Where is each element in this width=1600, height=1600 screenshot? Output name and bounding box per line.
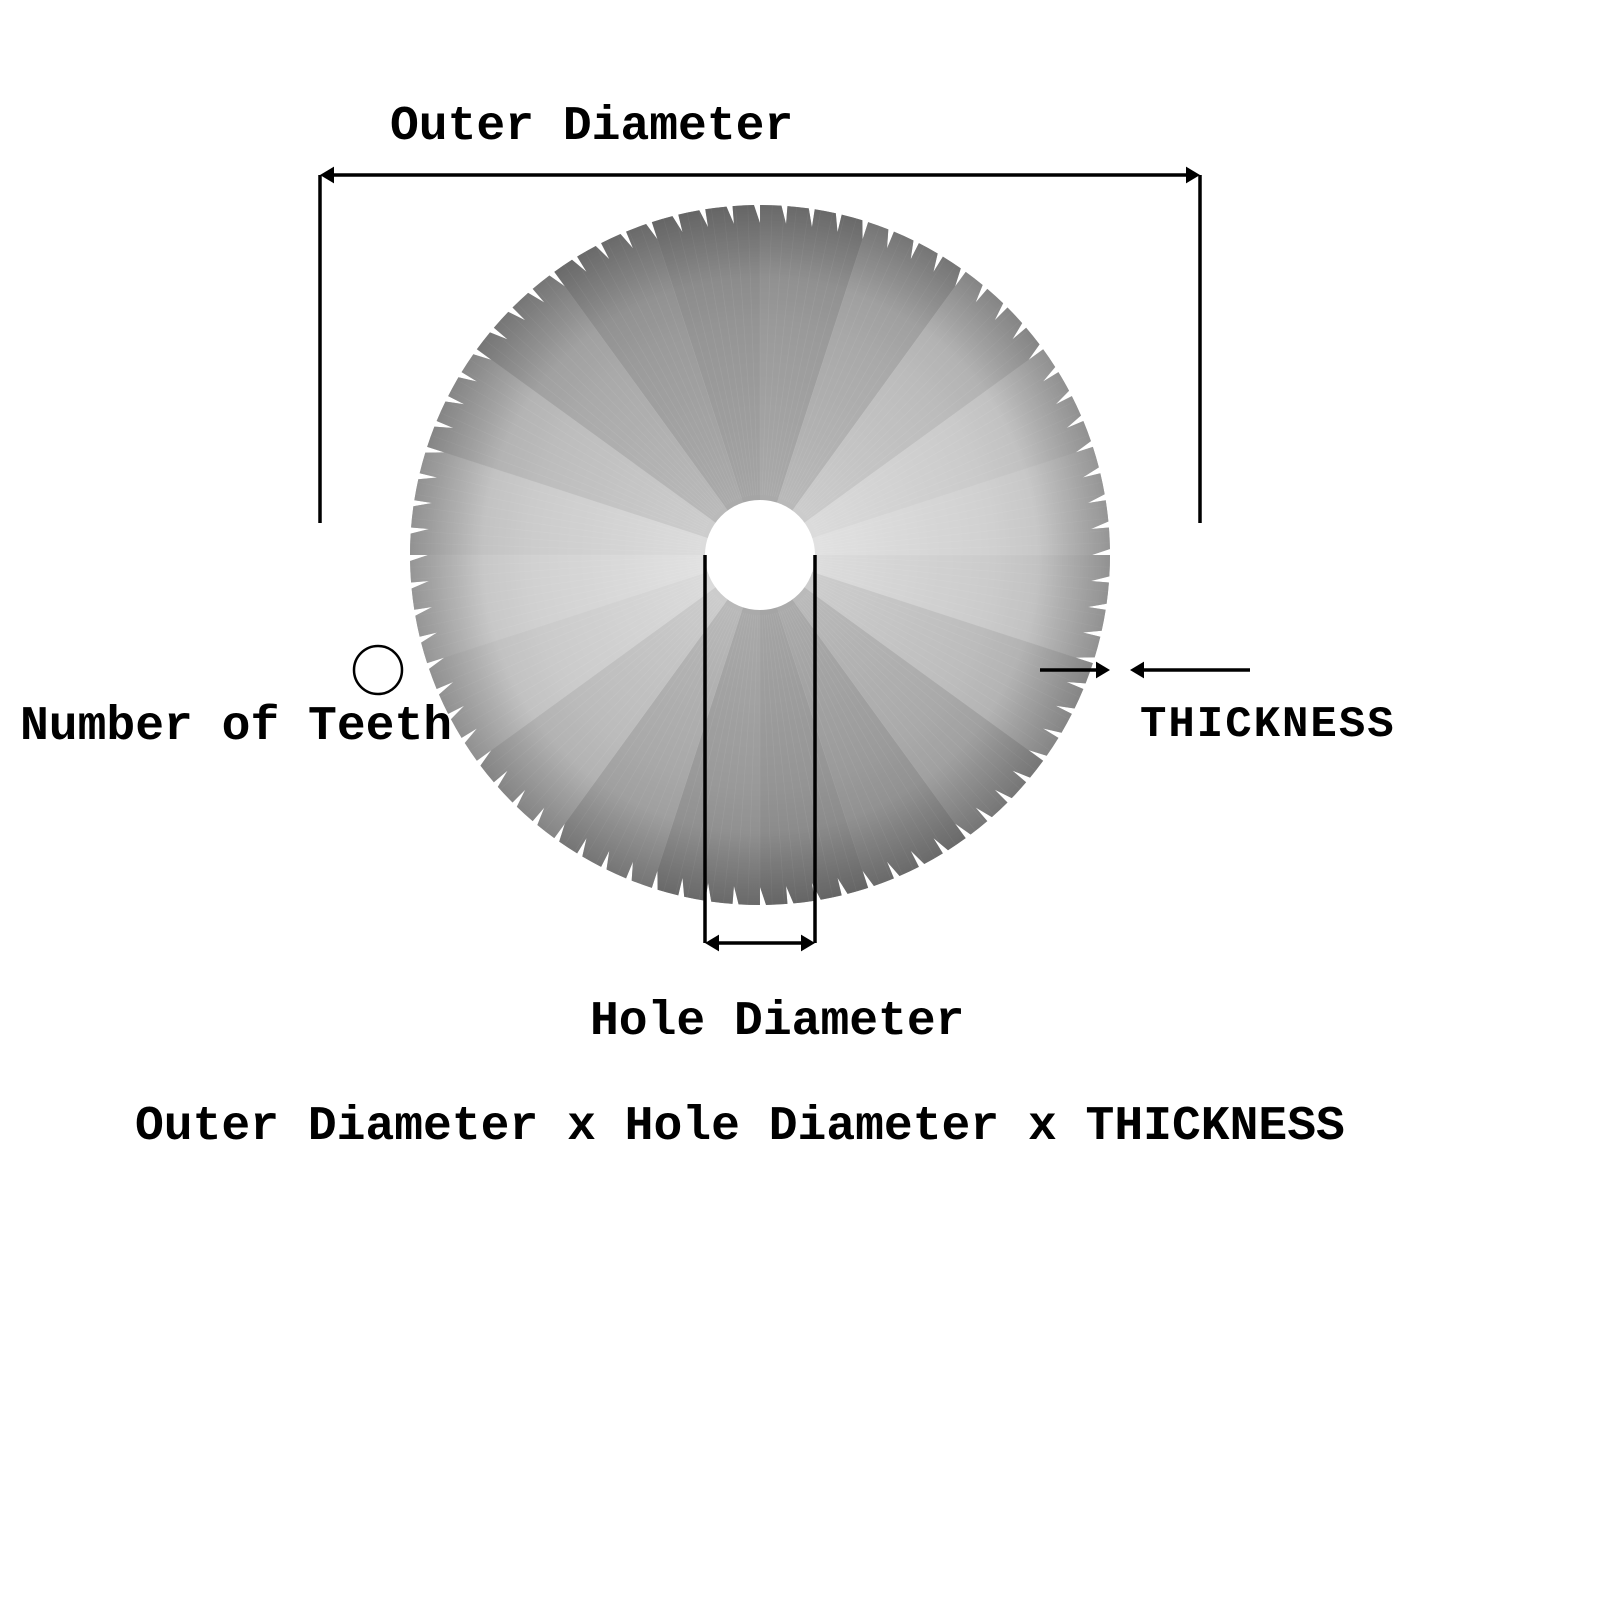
number-of-teeth-label: Number of Teeth xyxy=(20,700,452,754)
teeth-indicator-circle xyxy=(354,646,402,694)
saw-blade-diagram xyxy=(0,0,1600,1600)
formula-label: Outer Diameter x Hole Diameter x THICKNE… xyxy=(135,1100,1345,1154)
center-hole xyxy=(705,500,815,610)
thickness-label: THICKNESS xyxy=(1140,700,1396,750)
outer-diameter-label: Outer Diameter xyxy=(390,100,793,154)
hole-diameter-label: Hole Diameter xyxy=(590,995,964,1049)
